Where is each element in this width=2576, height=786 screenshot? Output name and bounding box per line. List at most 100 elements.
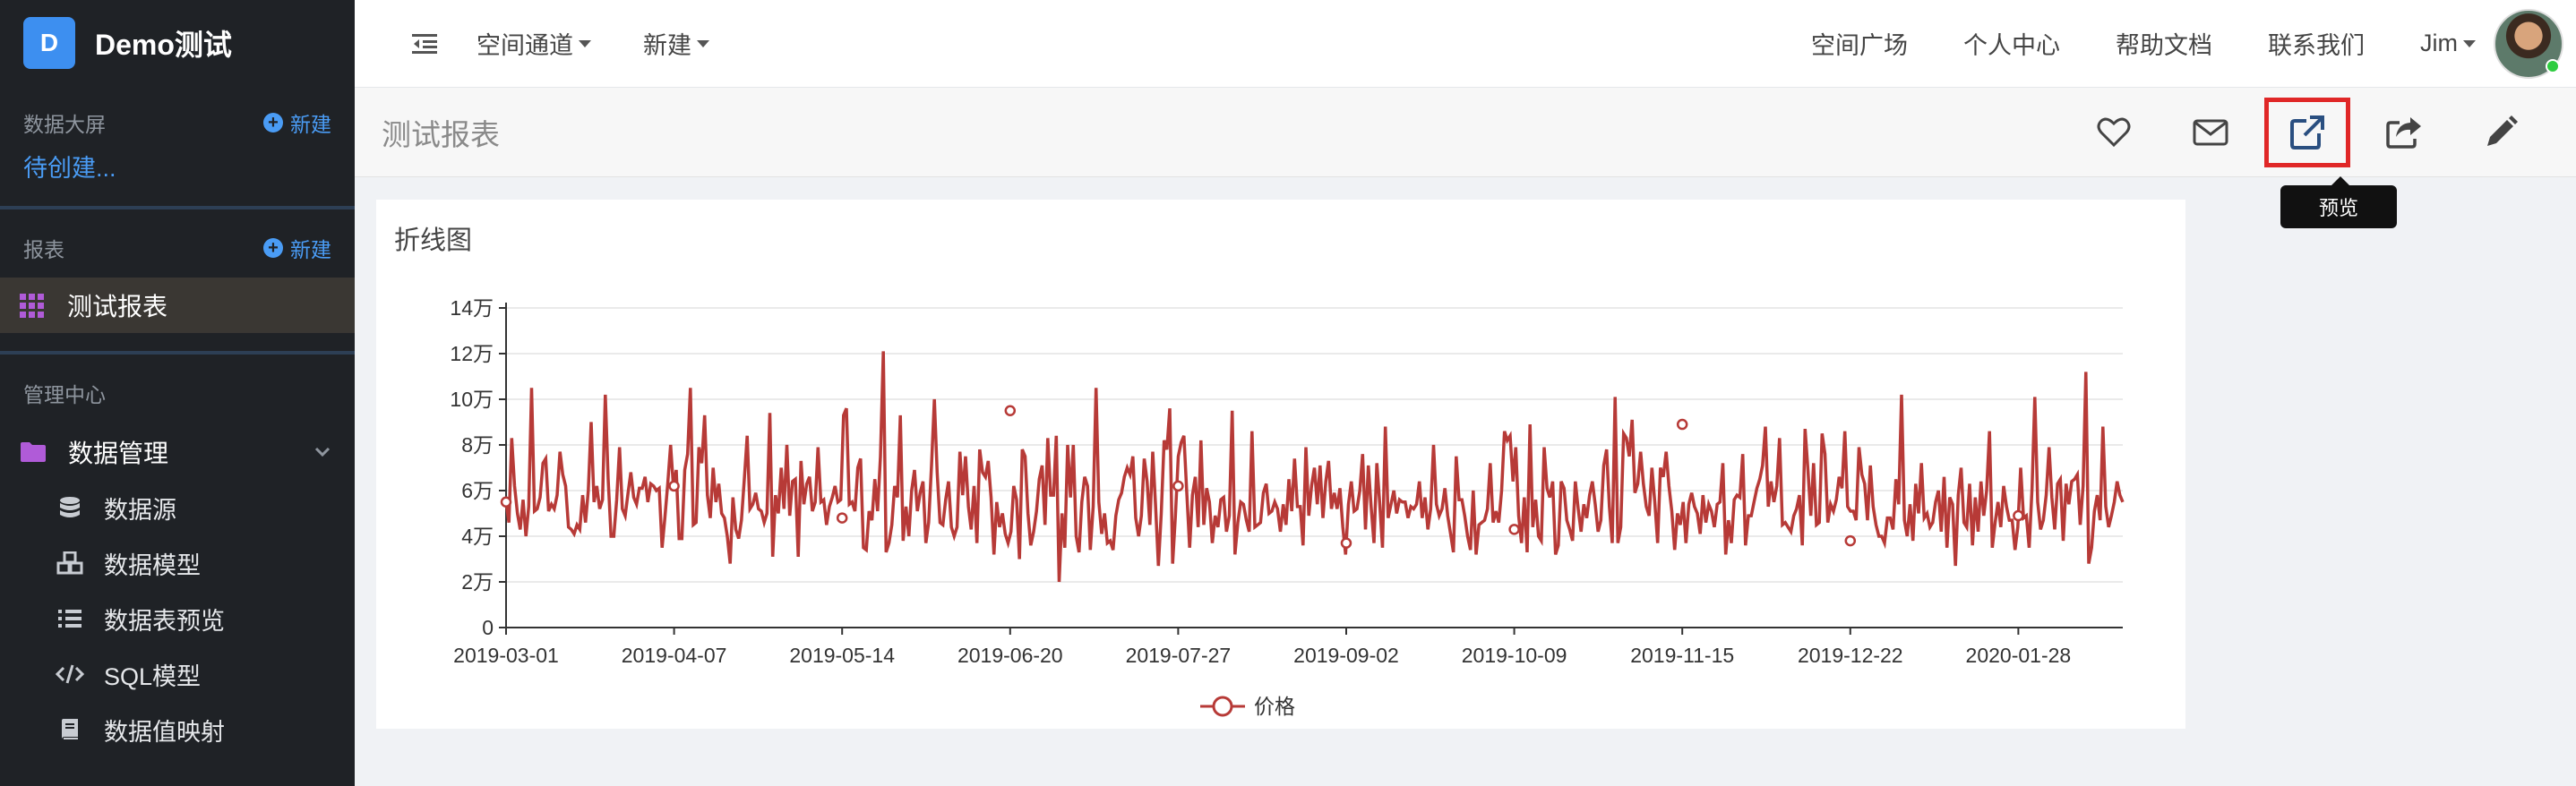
sidebar-item-test-report[interactable]: 测试报表 — [0, 278, 355, 333]
folder-label: 数据管理 — [68, 440, 169, 467]
nav-new[interactable]: 新建 — [643, 26, 709, 61]
brand-name: Demo测试 — [95, 29, 232, 61]
indent-icon — [412, 33, 437, 54]
sidebar-item-label: 数据值映射 — [104, 718, 225, 746]
pending-create-link[interactable]: 待创建... — [23, 154, 116, 182]
chart-title: 折线图 — [394, 226, 473, 255]
link-space-square[interactable]: 空间广场 — [1811, 32, 1908, 59]
sidebar-item-label: 数据表预览 — [104, 607, 225, 635]
section-title: 管理中心 — [23, 383, 106, 406]
share-button[interactable] — [2361, 98, 2447, 167]
chart-card: 0 2万 4万 6万 8万 10万 12万 14万 2019-03-01 2019-04-07 2… — [376, 200, 2185, 729]
new-dashboard-button[interactable]: + 新建 — [263, 107, 331, 138]
page-header: 测试报表 — [355, 88, 2576, 177]
list-icon — [56, 609, 84, 628]
top-nav: 空间通道 新建 — [477, 26, 761, 61]
series-point[interactable] — [1340, 537, 1352, 549]
x-tick-label: 2020-01-28 — [1966, 644, 2072, 667]
top-bar: 空间通道 新建 空间广场 个人中心 帮助文档 联系我们 Jim — [355, 0, 2576, 88]
series-point[interactable] — [1844, 534, 1857, 547]
external-link-icon — [2290, 115, 2324, 150]
chevron-down-icon[interactable] — [313, 446, 331, 458]
report-section: 报表 + 新建 — [0, 226, 355, 270]
brand[interactable]: D Demo测试 — [0, 0, 355, 86]
sidebar-item-value-mapping[interactable]: 数据值映射 — [0, 702, 355, 757]
pencil-icon — [2487, 115, 2518, 146]
heart-icon — [2097, 117, 2131, 147]
series-point[interactable] — [668, 480, 680, 492]
series-point[interactable] — [1004, 405, 1017, 416]
favorite-button[interactable] — [2071, 98, 2157, 167]
x-tick-label: 2019-03-01 — [453, 644, 559, 667]
sidebar-item-data-model[interactable]: 数据模型 — [0, 535, 355, 591]
brand-logo: D — [23, 17, 75, 69]
sidebar: D Demo测试 数据大屏 + 新建 待创建... 报表 + 新建 测试报表 管… — [0, 0, 355, 786]
series-point[interactable] — [1508, 524, 1520, 535]
series-line — [504, 351, 2125, 583]
sidebar-divider — [0, 351, 355, 355]
link-personal-center[interactable]: 个人中心 — [1963, 32, 2060, 59]
series-point[interactable] — [500, 496, 512, 508]
caret-down-icon — [579, 39, 591, 47]
user-menu[interactable]: Jim — [2420, 8, 2576, 79]
link-contact-us[interactable]: 联系我们 — [2268, 32, 2365, 59]
y-tick-label: 4万 — [461, 525, 494, 548]
email-button[interactable] — [2168, 98, 2254, 167]
series-point[interactable] — [836, 512, 848, 524]
section-header: 数据大屏 + 新建 — [23, 100, 331, 145]
report-actions — [2060, 97, 2544, 167]
x-tick-label: 2019-09-02 — [1293, 644, 1399, 667]
legend-marker — [1212, 696, 1233, 717]
dashboard-section: 数据大屏 + 新建 待创建... — [0, 100, 355, 186]
y-tick-label: 0 — [482, 616, 494, 639]
section-header: 报表 + 新建 — [23, 226, 331, 270]
sidebar-item-sql-model[interactable]: SQL模型 — [0, 646, 355, 702]
series-point[interactable] — [1172, 480, 1184, 492]
admin-section: 管理中心 — [0, 371, 355, 415]
code-icon — [56, 663, 84, 685]
y-tick-label: 10万 — [450, 388, 494, 411]
y-tick-label: 2万 — [461, 570, 494, 594]
preview-button[interactable] — [2264, 97, 2350, 167]
plus-circle-icon: + — [263, 238, 283, 258]
preview-tooltip: 预览 — [2280, 176, 2397, 228]
link-help-docs[interactable]: 帮助文档 — [2116, 32, 2212, 59]
x-tick-label: 2019-04-07 — [622, 644, 727, 667]
section-header: 管理中心 — [23, 371, 331, 415]
y-tick-label: 6万 — [461, 479, 494, 502]
sidebar-item-datasource[interactable]: 数据源 — [0, 480, 355, 535]
nav-space-channel[interactable]: 空间通道 — [477, 26, 591, 61]
y-tick-label: 14万 — [450, 296, 494, 320]
caret-down-icon — [697, 39, 709, 47]
section-title: 报表 — [23, 238, 64, 261]
new-report-button[interactable]: + 新建 — [263, 233, 331, 263]
sidebar-item-table-preview[interactable]: 数据表预览 — [0, 591, 355, 646]
x-axis: 2019-03-01 2019-04-07 2019-05-14 2019-06-20… — [453, 627, 2123, 667]
collapse-sidebar-button[interactable] — [408, 28, 441, 60]
envelope-icon — [2193, 119, 2228, 145]
chart-legend[interactable]: 价格 — [1200, 695, 1295, 718]
plus-circle-icon: + — [263, 113, 283, 132]
section-title: 数据大屏 — [23, 113, 106, 136]
sidebar-item-label: 数据模型 — [104, 551, 201, 579]
new-label: 新建 — [290, 113, 331, 136]
series-point[interactable] — [1676, 418, 1688, 431]
x-tick-label: 2019-05-14 — [789, 644, 895, 667]
nav-label: 新建 — [643, 32, 691, 59]
new-label: 新建 — [290, 238, 331, 261]
y-tick-label: 12万 — [450, 342, 494, 365]
x-tick-label: 2019-06-20 — [957, 644, 1063, 667]
sidebar-item-label: 数据源 — [104, 496, 176, 524]
x-tick-label: 2019-11-15 — [1630, 644, 1734, 667]
sidebar-folder-data-management[interactable]: 数据管理 — [0, 424, 355, 480]
folder-left: 数据管理 — [20, 434, 168, 470]
top-right: 空间广场 个人中心 帮助文档 联系我们 Jim — [1756, 8, 2576, 79]
database-icon — [56, 496, 84, 519]
x-tick-label: 2019-10-09 — [1462, 644, 1567, 667]
edit-button[interactable] — [2458, 98, 2544, 167]
avatar[interactable] — [2494, 8, 2563, 79]
page-title: 测试报表 — [382, 117, 500, 151]
sidebar-divider — [0, 206, 355, 209]
series-point[interactable] — [2013, 509, 2024, 522]
